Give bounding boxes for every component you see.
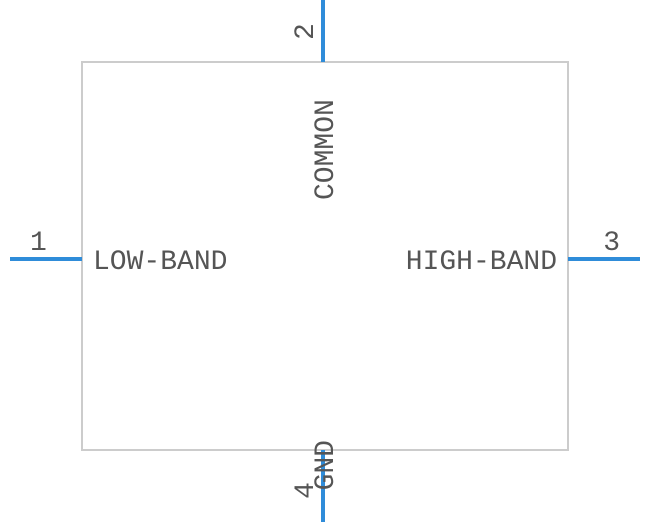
pin-1-number: 1 [30,228,47,259]
pin-3-number: 3 [603,228,620,259]
pin-4-label: GND [311,440,342,490]
pin-1-label: LOW-BAND [93,247,227,278]
pin-2-label: COMMON [311,99,342,200]
schematic-symbol: 1LOW-BAND2COMMON3HIGH-BAND4GND [0,0,648,528]
pin-3-label: HIGH-BAND [406,247,557,278]
pin-2-number: 2 [291,23,322,40]
